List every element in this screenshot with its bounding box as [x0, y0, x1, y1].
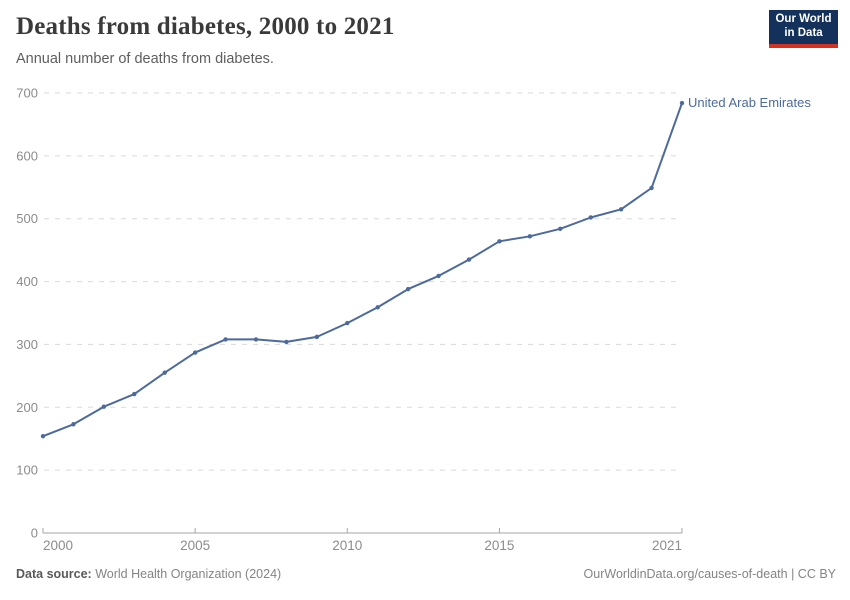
- data-point[interactable]: [192, 350, 198, 355]
- data-point[interactable]: [558, 226, 563, 231]
- owid-logo[interactable]: Our World in Data: [769, 10, 838, 48]
- data-line[interactable]: [42, 102, 683, 438]
- owid-logo-line2: in Data: [784, 27, 823, 39]
- data-point[interactable]: [162, 370, 167, 375]
- data-point[interactable]: [345, 320, 350, 326]
- data-point[interactable]: [284, 339, 289, 345]
- y-tick-label: 0: [31, 526, 38, 541]
- x-tick-label: 2010: [332, 538, 362, 553]
- y-tick-label: 500: [16, 211, 38, 226]
- data-source: Data source: World Health Organization (…: [16, 567, 281, 581]
- data-point[interactable]: [101, 404, 107, 409]
- y-tick-label: 300: [16, 337, 38, 352]
- x-tick-label: 2005: [180, 538, 210, 553]
- y-tick-label: 400: [16, 274, 38, 289]
- data-point[interactable]: [132, 391, 137, 397]
- entity-label[interactable]: United Arab Emirates: [688, 95, 811, 110]
- footer-url-link[interactable]: OurWorldinData.org/causes-of-death: [583, 567, 788, 581]
- footer-separator: |: [787, 567, 798, 581]
- y-tick-label: 700: [16, 86, 38, 101]
- footer-right: OurWorldinData.org/causes-of-death | CC …: [584, 567, 836, 581]
- data-point[interactable]: [527, 234, 533, 239]
- data-point[interactable]: [436, 273, 441, 279]
- data-point[interactable]: [466, 257, 472, 262]
- data-source-value: World Health Organization (2024): [91, 567, 282, 581]
- chart-subtitle: Annual number of deaths from diabetes.: [16, 51, 274, 67]
- data-source-label: Data source:: [16, 567, 92, 581]
- x-tick-label: 2021: [652, 538, 682, 553]
- data-point[interactable]: [588, 215, 593, 220]
- data-point[interactable]: [253, 337, 259, 342]
- data-point[interactable]: [618, 207, 624, 212]
- chart-title: Deaths from diabetes, 2000 to 2021: [16, 13, 395, 40]
- data-point[interactable]: [649, 185, 654, 191]
- data-point[interactable]: [405, 286, 411, 292]
- x-tick-label: 2015: [484, 538, 514, 553]
- data-point[interactable]: [679, 100, 685, 106]
- chart-footer: Data source: World Health Organization (…: [16, 567, 836, 581]
- x-tick-label: 2000: [43, 538, 73, 553]
- line-chart: 0 100 200 300 400 500 600 700 2000 2005 2010 2015 20…: [16, 86, 811, 554]
- data-point[interactable]: [497, 239, 502, 244]
- data-point[interactable]: [223, 337, 228, 342]
- footer-license-link[interactable]: CC BY: [797, 567, 836, 581]
- data-point[interactable]: [40, 434, 46, 439]
- y-tick-label: 600: [16, 148, 38, 163]
- owid-logo-line1: Our World: [775, 13, 832, 26]
- data-point[interactable]: [71, 422, 76, 427]
- y-tick-label: 200: [16, 400, 38, 415]
- y-tick-label: 100: [16, 463, 38, 478]
- data-point[interactable]: [375, 305, 380, 310]
- data-point[interactable]: [314, 334, 320, 340]
